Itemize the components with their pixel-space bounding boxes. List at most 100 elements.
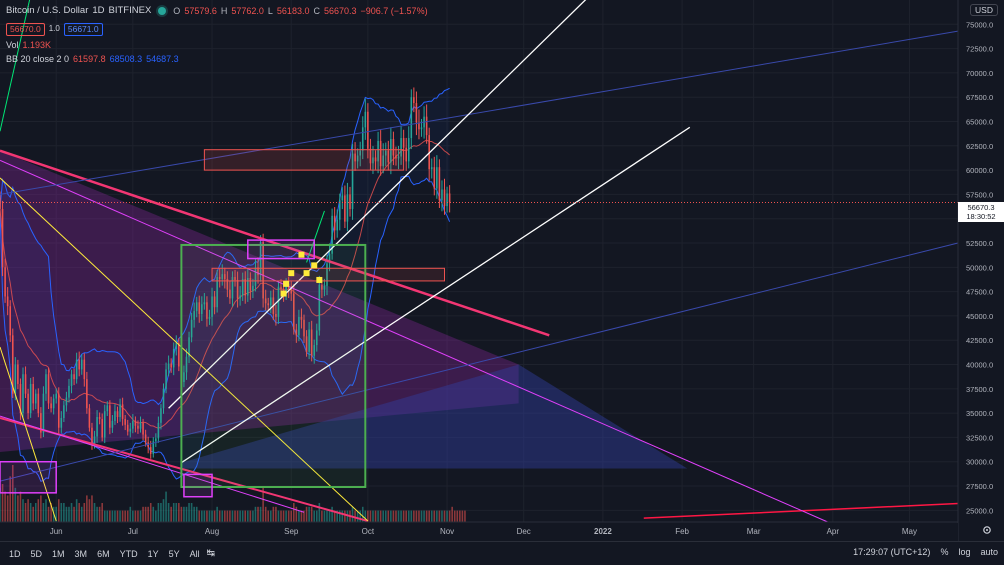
candle-body [121, 404, 124, 419]
auto-toggle[interactable]: auto [980, 547, 998, 557]
spread-value: 1.0 [48, 24, 60, 33]
volume-bar [193, 506, 195, 522]
candle-body [354, 153, 356, 162]
symbol-name[interactable]: Bitcoin / U.S. Dollar [6, 5, 89, 16]
candle [344, 185, 346, 229]
candle-body [244, 278, 247, 296]
timeframe-5d[interactable]: 5D [30, 548, 43, 559]
volume-row[interactable]: Vol 1.193K [6, 38, 428, 52]
candle [73, 368, 75, 386]
volume-bar [126, 510, 129, 522]
volume-bar [213, 510, 216, 522]
timeframe-1d[interactable]: 1D [9, 548, 21, 559]
volume-bar [55, 506, 57, 522]
price-tick-label: 47500.0 [966, 288, 993, 297]
timeframe-all[interactable]: All [189, 548, 200, 559]
volume-bar [226, 510, 229, 522]
volume-bar [443, 510, 446, 522]
candle-body [241, 278, 244, 296]
buy-button[interactable]: 56671.0 [63, 22, 103, 36]
price-chart[interactable]: 75000.0 72500.0 70000.0 67500.0 65000.0 62500… [0, 0, 1004, 541]
bb-row[interactable]: BB 20 close 2 0 61597.8 68508.3 54687.3 [6, 52, 428, 66]
price-axis[interactable]: 75000.0 72500.0 70000.0 67500.0 65000.0 62500… [957, 0, 1004, 541]
candle [354, 142, 356, 171]
clock-label[interactable]: 17:29:07 (UTC+12) [853, 547, 931, 557]
volume-bar [218, 510, 221, 522]
volume-bar [285, 510, 287, 522]
volume-bar [86, 495, 88, 522]
candle [413, 87, 415, 113]
candle [75, 352, 78, 384]
gear-icon[interactable] [980, 524, 994, 536]
timeframe-buttons: 1D 5D 1M 3M 6M YTD 1Y 5Y All [4, 549, 205, 559]
candle-body [395, 155, 397, 159]
candle [241, 272, 244, 302]
volume-bar [318, 503, 321, 522]
volume-bar [464, 510, 466, 522]
candle [126, 419, 129, 436]
timeframe-1m[interactable]: 1M [52, 548, 65, 559]
interval-label[interactable]: 1D [92, 5, 105, 16]
candle [198, 295, 201, 323]
volume-bar [344, 510, 346, 522]
candle-body [183, 372, 185, 383]
volume-bar [224, 510, 226, 522]
candle-body [40, 413, 42, 433]
volume-bar [139, 510, 142, 522]
candle-body [300, 316, 303, 320]
volume-bar [367, 510, 369, 522]
trend-line [0, 346, 57, 522]
volume-bar [9, 476, 12, 522]
volume-bar [280, 510, 282, 522]
candle [32, 376, 35, 411]
candle-body [295, 329, 298, 336]
percent-toggle[interactable]: % [940, 547, 949, 557]
high-label: H [220, 6, 228, 16]
volume-bar [413, 510, 415, 522]
candle [257, 257, 259, 284]
volume-bar [147, 506, 149, 522]
candle [310, 320, 313, 362]
candle-body [249, 278, 252, 291]
timeframe-ytd[interactable]: YTD [119, 548, 138, 559]
time-tick-label: Jun [50, 527, 63, 536]
candle-body [264, 298, 267, 304]
log-toggle[interactable]: log [958, 547, 971, 557]
candle [446, 186, 448, 213]
candle [384, 142, 387, 167]
volume-bar [331, 506, 333, 522]
candle [101, 413, 103, 442]
timeframe-6m[interactable]: 6M [97, 548, 110, 559]
candle-body [75, 359, 78, 380]
volume-bar [436, 510, 438, 522]
candle-body [338, 200, 341, 220]
time-axis[interactable]: Jun Jul Aug Sep Oct Nov Dec 2022 Feb Mar Apr May [0, 521, 958, 541]
volume-bars [0, 465, 466, 522]
volume-bar [326, 510, 328, 522]
candle [420, 118, 423, 137]
candle [400, 125, 402, 165]
sell-button[interactable]: 56670.0 [6, 22, 45, 36]
timeframe-3m[interactable]: 3M [74, 548, 88, 559]
candle [55, 388, 57, 404]
close-label: C [313, 6, 320, 16]
volume-bar [75, 499, 78, 522]
price-marker [316, 276, 323, 283]
price-tick-label: 67500.0 [966, 93, 993, 102]
currency-button[interactable]: USD [970, 4, 998, 16]
volume-bar [132, 510, 134, 522]
timeframe-1y[interactable]: 1Y [147, 548, 159, 559]
candle-body [446, 193, 448, 207]
candle [34, 389, 37, 410]
volume-bar [234, 510, 236, 522]
candle-body [106, 405, 109, 412]
candle-body [1, 208, 4, 268]
candle-body [351, 153, 354, 209]
timeframe-5y[interactable]: 5Y [168, 548, 180, 559]
volume-bar [425, 510, 428, 522]
volume-bar [410, 510, 413, 522]
candle [236, 271, 239, 308]
drawing-lines[interactable] [0, 0, 959, 523]
candle [24, 366, 27, 399]
date-range-icon[interactable]: ↹ [206, 548, 216, 559]
